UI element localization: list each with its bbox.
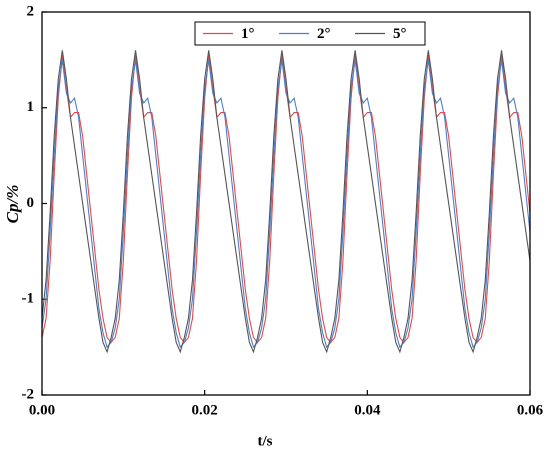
legend-label: 5°: [393, 26, 407, 42]
y-tick-label: -2: [22, 386, 35, 402]
data-line: [41, 55, 531, 344]
x-tick-label: 0.06: [517, 402, 544, 418]
y-tick-label: 1: [27, 99, 35, 115]
y-axis-label: Cp/%: [3, 185, 22, 224]
data-line: [41, 59, 531, 349]
plot-frame: [41, 11, 531, 396]
x-axis-label: t/s: [258, 433, 273, 449]
y-tick-label: -1: [22, 291, 35, 307]
y-tick-label: 2: [27, 3, 35, 19]
legend-label: 1°: [241, 26, 255, 42]
x-tick-label: 0.04: [354, 402, 381, 418]
legend-label: 2°: [317, 26, 331, 42]
y-tick-label: 0: [27, 195, 35, 211]
data-line: [41, 50, 531, 354]
x-tick-label: 0.02: [192, 402, 218, 418]
x-tick-label: 0.00: [29, 402, 55, 418]
legend-box: [194, 21, 426, 46]
